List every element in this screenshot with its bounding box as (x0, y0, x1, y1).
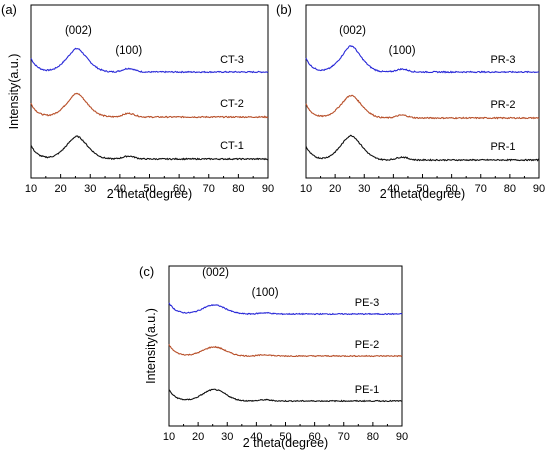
x-axis-title: 2 theta(degree) (107, 187, 192, 201)
series-label: CT-1 (220, 140, 244, 152)
series-label: PE-1 (355, 384, 379, 396)
x-tick-label: 10 (25, 183, 37, 195)
series-line-pr-3 (305, 45, 540, 74)
x-tick-label: 40 (114, 183, 126, 195)
x-axis-title: 2 theta(degree) (380, 187, 465, 201)
series-label: PR-3 (490, 54, 515, 66)
series-line-pe-2 (168, 344, 403, 358)
series-label: PR-2 (490, 99, 515, 111)
x-tick-label: 90 (396, 431, 408, 443)
x-axis-title: 2 theta(degree) (243, 436, 328, 450)
panel-label: (b) (276, 2, 292, 17)
peak-annotation: (002) (202, 267, 229, 279)
series-line-ct-1 (30, 135, 269, 161)
peak-annotation: (100) (115, 45, 142, 57)
series-label: PE-3 (355, 297, 379, 309)
peak-annotation: (100) (252, 287, 279, 299)
x-tick-label: 30 (358, 183, 370, 195)
panel-a: 10 20 30 40 50 60 70 80 90 (a) 2 theta(degree) Inte… (1, 2, 274, 201)
series-label: PR-1 (490, 141, 515, 153)
x-tick-label: 30 (84, 183, 96, 195)
x-tick-label: 40 (387, 183, 399, 195)
x-tick-label: 80 (504, 183, 516, 195)
x-tick-label: 10 (163, 431, 175, 443)
series-line-pr-2 (305, 94, 540, 120)
x-tick-label: 70 (338, 431, 350, 443)
series-label: CT-2 (220, 98, 244, 110)
x-tick-label: 20 (329, 183, 341, 195)
x-tick-label: 90 (533, 183, 545, 195)
x-tick-label: 50 (416, 183, 428, 195)
series-label: CT-3 (220, 54, 244, 66)
panel-c: 10 20 30 40 50 60 70 80 90 (c) 2 theta(degree) Inte… (139, 264, 408, 450)
peak-annotation: (002) (65, 25, 92, 37)
x-tick-label: 50 (143, 183, 155, 195)
x-tick-label: 40 (250, 431, 262, 443)
peak-annotation: (002) (339, 25, 366, 37)
x-tick-label: 30 (221, 431, 233, 443)
x-tick-label: 50 (279, 431, 291, 443)
series-label: PE-2 (355, 339, 379, 351)
x-tick-label: 70 (475, 183, 487, 195)
x-tick-label: 70 (203, 183, 215, 195)
x-tick-label: 60 (173, 183, 185, 195)
x-tick-label: 60 (446, 183, 458, 195)
series-line-pe-3 (168, 302, 403, 316)
x-tick-label: 60 (309, 431, 321, 443)
series-line-ct-2 (30, 92, 269, 119)
x-tick-label: 10 (300, 183, 312, 195)
panel-label: (c) (139, 264, 154, 279)
peak-annotation: (100) (389, 45, 416, 57)
panel-label: (a) (1, 2, 17, 17)
x-tick-label: 80 (367, 431, 379, 443)
x-tick-label: 80 (232, 183, 244, 195)
series-line-pr-1 (305, 134, 540, 162)
x-tick-label: 90 (262, 183, 274, 195)
x-tick-label: 20 (192, 431, 204, 443)
series-line-ct-3 (30, 47, 269, 74)
x-tick-label: 20 (55, 183, 67, 195)
series-line-pe-1 (168, 388, 403, 403)
y-axis-title: Intensity(a.u.) (144, 308, 158, 384)
y-axis-title: Intensity(a.u.) (7, 54, 21, 130)
panel-b: 10 20 30 40 50 60 70 80 90 (b) 2 theta(degree) PR-3… (276, 2, 545, 201)
